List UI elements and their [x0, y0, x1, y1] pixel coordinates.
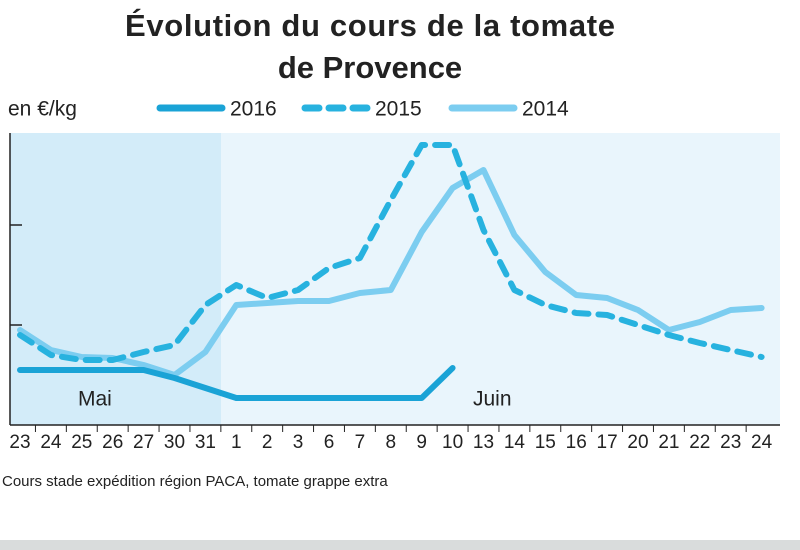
x-tick-label: 27	[133, 432, 154, 453]
x-tick-label: 2	[262, 432, 273, 453]
y-axis-label: en €/kg	[8, 98, 77, 121]
x-tick-label: 14	[504, 432, 526, 453]
x-tick-label: 1	[231, 432, 242, 453]
chart-title: Évolution du cours de la tomate	[125, 8, 615, 43]
x-tick-label: 3	[293, 432, 304, 453]
x-tick-label: 23	[9, 432, 30, 453]
line-series	[17, 365, 456, 401]
x-tick-label: 17	[597, 432, 618, 453]
line-series	[17, 167, 765, 378]
legend-label: 2016	[230, 98, 277, 121]
x-tick-label: 7	[355, 432, 366, 453]
x-tick-label: 13	[473, 432, 494, 453]
x-tick-label: 23	[720, 432, 741, 453]
x-tick-label: 24	[40, 432, 62, 453]
x-tick-label: 8	[386, 432, 397, 453]
chart-title: de Provence	[278, 50, 462, 85]
x-tick-label: 6	[324, 432, 335, 453]
x-tick-label: 21	[658, 432, 679, 453]
annotation: Mai	[78, 388, 112, 411]
x-tick-label: 25	[71, 432, 92, 453]
line-series	[17, 142, 765, 363]
x-tick-label: 15	[535, 432, 556, 453]
x-tick-label: 9	[416, 432, 427, 453]
legend-label: 2014	[522, 98, 569, 121]
x-tick-label: 10	[442, 432, 463, 453]
annotation: Juin	[473, 388, 512, 411]
x-tick-label: 26	[102, 432, 123, 453]
bottom-band	[0, 540, 800, 550]
x-tick-label: 24	[751, 432, 773, 453]
x-tick-label: 22	[689, 432, 710, 453]
legend-label: 2015	[375, 98, 422, 121]
x-tick-label: 16	[566, 432, 587, 453]
x-tick-label: 30	[164, 432, 185, 453]
x-tick-label: 31	[195, 432, 216, 453]
may-shade	[10, 133, 221, 425]
source-note: Cours stade expédition région PACA, toma…	[2, 473, 388, 490]
x-tick-label: 20	[627, 432, 648, 453]
